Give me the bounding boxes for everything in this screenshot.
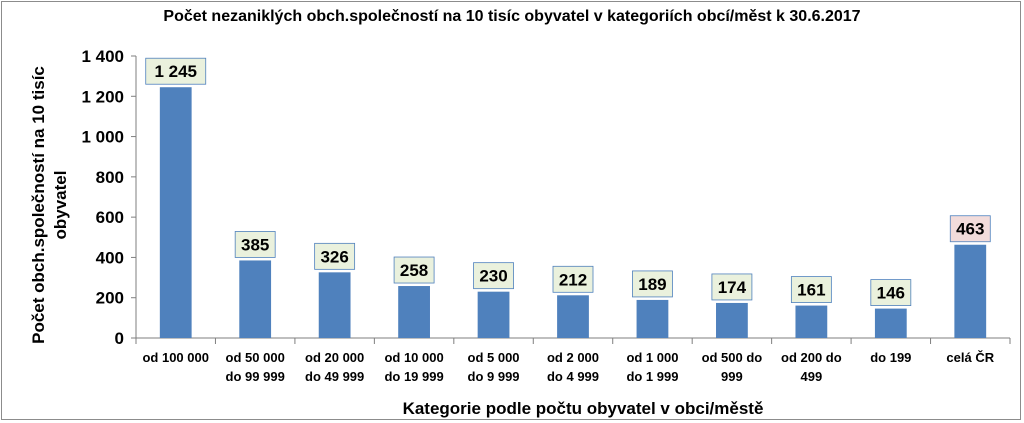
- data-label-box: [393, 256, 435, 284]
- data-label-box: [790, 276, 832, 303]
- x-tick-label: od 50 000: [226, 350, 285, 365]
- bar: [874, 308, 907, 338]
- bar: [477, 291, 510, 338]
- y-tick-label: 400: [96, 248, 124, 267]
- bar: [318, 272, 351, 338]
- bar: [795, 305, 828, 338]
- x-tick-label: celá ČR: [946, 350, 994, 365]
- data-label: 230: [479, 267, 507, 286]
- x-tick-label: do 4 999: [547, 369, 599, 384]
- x-tick-label: do 19 999: [384, 369, 443, 384]
- data-label-box: [145, 57, 207, 85]
- data-label-box: [234, 231, 276, 258]
- x-tick-label: od 1 000: [626, 350, 678, 365]
- data-label: 258: [400, 261, 428, 280]
- x-tick-label: do 1 999: [626, 369, 678, 384]
- bar: [398, 286, 430, 338]
- data-label: 146: [877, 284, 905, 303]
- chart-title: Počet nezaniklých obch.společností na 10…: [163, 8, 861, 25]
- y-tick-label: 200: [96, 289, 124, 308]
- bar: [239, 260, 272, 338]
- x-tick-label: od 500 do: [702, 350, 763, 365]
- data-label-box: [870, 279, 912, 306]
- data-label-box: [632, 270, 673, 298]
- bar: [716, 302, 748, 338]
- data-label-box: [552, 265, 594, 293]
- y-tick-label: 800: [96, 168, 124, 187]
- y-axis-title-line: obyvatel: [51, 171, 70, 240]
- data-label: 385: [241, 235, 269, 254]
- x-tick-label: do 199: [870, 350, 911, 365]
- y-tick-label: 1 000: [81, 128, 124, 147]
- data-label-box: [711, 273, 753, 301]
- x-tick-label: od 100 000: [142, 350, 209, 365]
- data-label: 161: [797, 281, 825, 300]
- x-tick-label: 999: [721, 369, 743, 384]
- y-tick-label: 1 200: [81, 87, 124, 106]
- data-label: 1 245: [154, 62, 197, 81]
- bar: [557, 295, 589, 338]
- x-tick-label: od 20 000: [305, 350, 364, 365]
- bar: [636, 299, 669, 338]
- x-tick-label: do 49 999: [305, 369, 364, 384]
- x-tick-label: od 10 000: [384, 350, 443, 365]
- y-tick-label: 1 400: [81, 47, 124, 66]
- data-label: 326: [320, 247, 348, 266]
- x-tick-label: od 200 do: [781, 350, 842, 365]
- x-tick-label: od 2 000: [547, 350, 599, 365]
- bar: [954, 244, 987, 338]
- x-tick-label: od 5 000: [468, 350, 520, 365]
- y-tick-label: 0: [115, 329, 124, 348]
- data-label: 174: [718, 278, 747, 297]
- x-tick-label: 499: [801, 369, 823, 384]
- x-tick-label: do 99 999: [226, 369, 285, 384]
- y-axis-title: Počet obch.společností na 10 tisíc obyvat…: [29, 66, 70, 344]
- y-tick-label: 600: [96, 208, 124, 227]
- data-label: 212: [559, 270, 587, 289]
- data-label-box: [314, 242, 356, 270]
- y-axis-title-line: Počet obch.společností na 10 tisíc: [29, 66, 48, 344]
- data-label-box: [949, 215, 991, 243]
- x-axis-title: Kategorie podle počtu obyvatel v obci/mě…: [403, 399, 764, 418]
- data-label-box: [473, 262, 514, 290]
- bar: [159, 87, 192, 338]
- data-label: 463: [956, 220, 984, 239]
- x-tick-label: do 9 999: [468, 369, 520, 384]
- data-label: 189: [638, 275, 666, 294]
